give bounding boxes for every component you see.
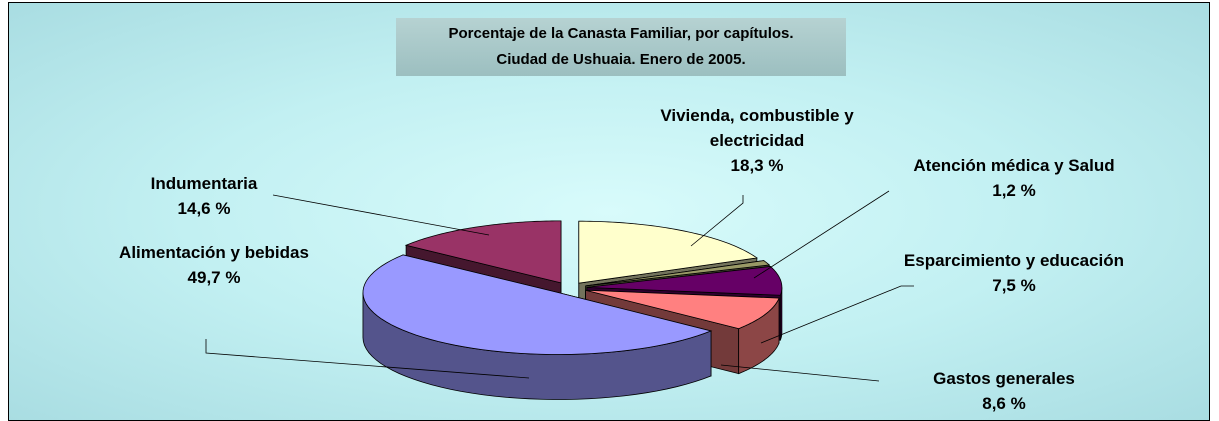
slice-label: Alimentación y bebidas 49,7 % <box>119 240 309 290</box>
slice-top <box>585 260 771 287</box>
value-label: 1,2 % <box>992 181 1036 200</box>
slice-top <box>578 220 758 284</box>
leader-line <box>760 285 914 344</box>
slice-label: Atención médica y Salud 1,2 % <box>899 153 1129 203</box>
slice-top <box>585 289 780 330</box>
slice-top <box>404 220 562 284</box>
category-label: Alimentación y bebidas <box>119 243 309 262</box>
slice-label: Indumentaria 14,6 % <box>119 171 289 221</box>
slice-label: Vivienda, combustible y electricidad 18,3… <box>627 103 887 178</box>
slice <box>362 254 713 400</box>
category-label: Indumentaria <box>150 174 258 193</box>
pie-plot <box>205 190 914 400</box>
slice-label: Esparcimiento y educación 7,5 % <box>899 248 1129 298</box>
slice-top <box>362 254 713 355</box>
value-label: 49,7 % <box>187 268 241 287</box>
value-label: 8,6 % <box>982 394 1026 413</box>
leader-line <box>690 195 744 247</box>
category-label: Atención médica y Salud <box>913 156 1115 175</box>
title-box: Porcentaje de la Canasta Familiar, por c… <box>396 18 846 76</box>
value-label: 18,3 % <box>730 156 784 175</box>
category-label: Gastos generales <box>933 369 1075 388</box>
chart-subtitle: Ciudad de Ushuaia. Enero de 2005. <box>496 51 746 68</box>
leader-line <box>205 339 530 379</box>
value-label: 14,6 % <box>177 199 231 218</box>
leader-line <box>272 194 490 236</box>
slice-label: Gastos generales 8,6 % <box>879 366 1129 416</box>
leader-line <box>720 364 880 382</box>
value-label: 7,5 % <box>992 276 1036 295</box>
leader-line <box>753 190 890 279</box>
chart-title: Porcentaje de la Canasta Familiar, por c… <box>448 25 794 42</box>
category-label: Vivienda, combustible y electricidad <box>660 106 854 150</box>
category-label: Esparcimiento y educación <box>903 251 1125 270</box>
chart: Porcentaje de la Canasta Familiar, por c… <box>8 2 1210 421</box>
slice-top <box>586 266 783 296</box>
